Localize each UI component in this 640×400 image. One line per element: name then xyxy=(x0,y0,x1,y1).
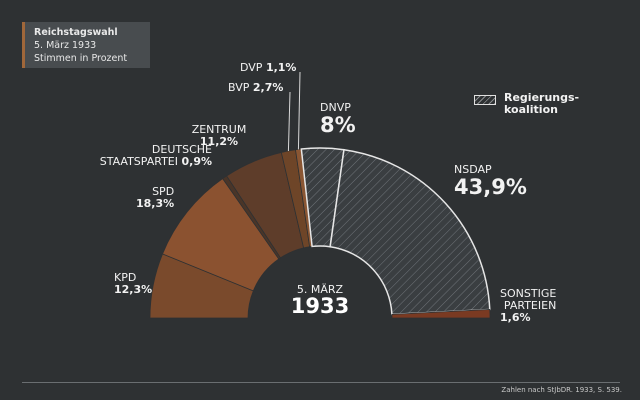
label-dsp: DEUTSCHE STAATSPARTEI 0,9% xyxy=(70,144,212,168)
source-note: Zahlen nach StJbDR. 1933, S. 539. xyxy=(501,386,622,394)
label-sonstige-name1: SONSTIGE xyxy=(500,287,557,300)
hatch-swatch-icon xyxy=(474,95,496,105)
label-zentrum-value: 11,2% xyxy=(199,135,239,148)
label-zentrum: ZENTRUM 11,2% xyxy=(182,124,256,148)
coalition-legend-line2: koalition xyxy=(504,103,558,116)
slice-nsdap xyxy=(329,148,491,316)
chart-title: Reichstagswahl xyxy=(34,27,118,38)
label-dnvp-value: 8% xyxy=(320,113,356,137)
leader-line-bvp xyxy=(287,91,291,151)
label-kpd: KPD 12,3% xyxy=(114,272,152,296)
label-dvp-name: DVP xyxy=(240,61,263,74)
leader-line-dvp xyxy=(297,71,301,150)
chart-subtitle: 5. März 1933 xyxy=(34,40,97,51)
slice-sonstige-parteien xyxy=(391,309,491,319)
label-bvp-name: BVP xyxy=(228,81,250,94)
label-zentrum-name: ZENTRUM xyxy=(191,123,247,136)
legend-accent-bar xyxy=(22,22,25,68)
footer-divider xyxy=(22,382,620,383)
label-dsp-name1: DEUTSCHE xyxy=(151,143,212,156)
center-date: 5. MÄRZ xyxy=(296,283,344,296)
chart-unit: Stimmen in Prozent xyxy=(34,53,128,64)
label-dsp-name2: STAATSPARTEI xyxy=(99,155,178,168)
label-nsdap-name: NSDAP xyxy=(454,163,492,176)
label-dnvp: DNVP 8% xyxy=(320,101,356,137)
label-spd: SPD 18,3% xyxy=(136,186,174,210)
label-dsp-value: 0,9% xyxy=(181,155,212,168)
label-nsdap: NSDAP 43,9% xyxy=(454,163,527,199)
label-kpd-name: KPD xyxy=(114,271,137,284)
label-spd-value: 18,3% xyxy=(136,197,175,210)
label-dvp-value: 1,1% xyxy=(265,61,297,74)
center-year: 1933 xyxy=(290,294,350,318)
label-sonstige: SONSTIGE PARTEIEN 1,6% xyxy=(500,288,556,324)
label-dvp: DVP 1,1% xyxy=(240,62,296,74)
label-bvp: BVP 2,7% xyxy=(228,82,283,94)
label-nsdap-value: 43,9% xyxy=(454,175,527,199)
label-dnvp-name: DNVP xyxy=(320,101,351,114)
chart-legend-box: Reichstagswahl 5. März 1933 Stimmen in P… xyxy=(22,22,150,68)
label-spd-name: SPD xyxy=(152,185,175,198)
label-kpd-value: 12,3% xyxy=(114,283,153,296)
label-bvp-value: 2,7% xyxy=(252,81,284,94)
label-sonstige-name2: PARTEIEN xyxy=(503,299,557,312)
label-sonstige-value: 1,6% xyxy=(500,311,531,324)
coalition-legend-line1: Regierungs- xyxy=(504,91,580,104)
